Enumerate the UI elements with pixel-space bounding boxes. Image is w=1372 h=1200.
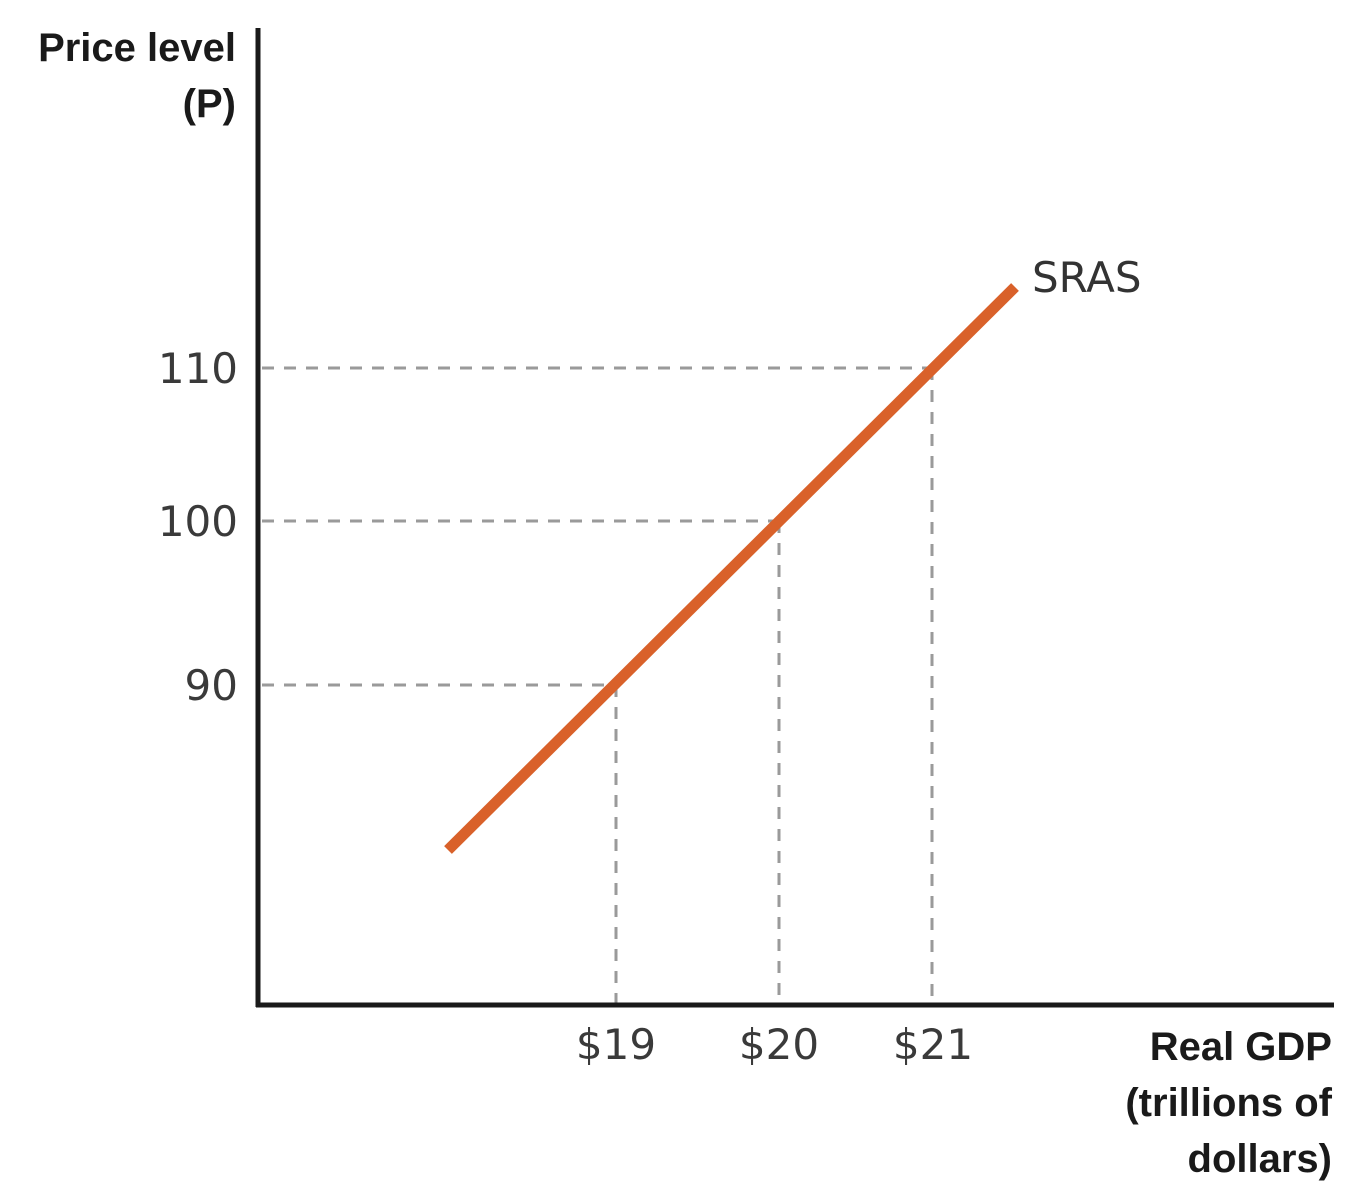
x-axis-label-line1: Real GDP: [1150, 1025, 1332, 1069]
y-axis-label-line1: Price level: [38, 26, 236, 70]
sras-label: SRAS: [1032, 253, 1142, 302]
x-tick-20: $20: [739, 1020, 819, 1069]
y-tick-110: 110: [158, 344, 238, 393]
x-tick-21: $21: [893, 1020, 973, 1069]
sras-curve: [444, 283, 1019, 854]
axes: [255, 28, 1334, 1008]
y-tick-90: 90: [185, 661, 238, 710]
x-axis-label-line3: dollars): [1188, 1137, 1332, 1181]
x-axis-label-line2: (trillions of: [1125, 1081, 1332, 1125]
x-tick-19: $19: [576, 1020, 656, 1069]
y-axis-label-line2: (P): [183, 82, 236, 126]
y-tick-100: 100: [158, 497, 238, 546]
reference-lines: [262, 366, 934, 1003]
